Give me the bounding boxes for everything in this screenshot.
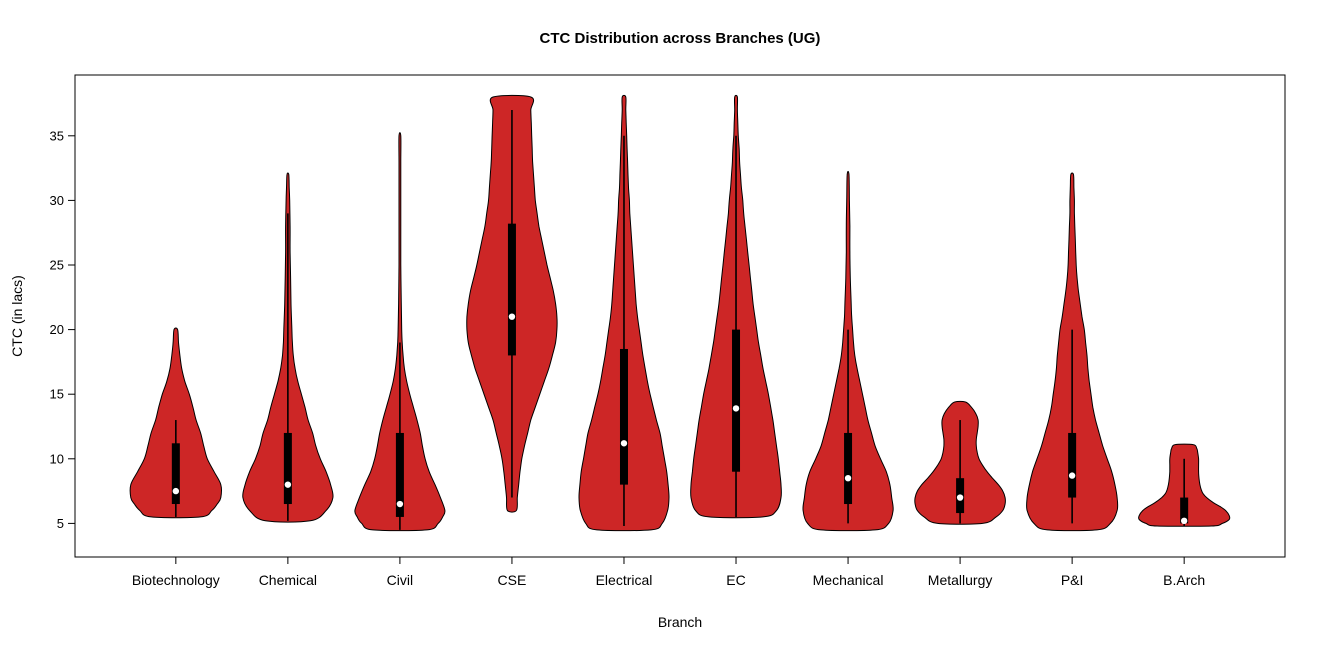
y-tick-label: 10 [50,451,64,466]
median-dot-Metallurgy [956,494,964,501]
iqr-box-EC [732,329,741,472]
y-tick-label: 35 [50,128,64,143]
plot-area: 5 10 15 20 25 30 35 Biotechnology Chemical Civil C… [50,74,1286,588]
iqr-box-P&I [1068,432,1077,498]
median-dot-Biotechnology [172,487,180,495]
category-label: B.Arch [1163,572,1205,588]
y-tick-label: 20 [50,322,64,337]
iqr-box-Biotechnology [171,443,180,505]
category-label: Electrical [596,572,653,588]
iqr-box-Chemical [283,432,292,505]
median-dot-Mechanical [844,474,852,482]
y-axis-label: CTC (in lacs) [9,275,25,357]
y-tick-label: 25 [50,258,64,273]
plot-border [74,74,1286,558]
category-label: Metallurgy [928,572,993,588]
category-label: CSE [498,572,527,588]
iqr-box-Mechanical [844,432,853,505]
category-label: Civil [387,572,413,588]
category-label: Biotechnology [132,572,220,588]
median-dot-P&I [1068,472,1076,479]
x-axis-label: Branch [658,614,702,630]
iqr-box-Civil [395,432,404,517]
iqr-box-CSE [507,223,516,356]
category-label: Chemical [259,572,317,588]
iqr-box-Electrical [619,348,628,485]
median-dot-EC [732,405,740,412]
category-label: P&I [1061,572,1084,588]
chart-title: CTC Distribution across Branches (UG) [540,30,821,47]
y-tick-label: 30 [50,193,64,208]
median-dot-Chemical [284,481,292,488]
median-dot-B.Arch [1180,517,1188,525]
category-label: EC [726,572,745,588]
category-label: Mechanical [813,572,884,588]
median-dot-Electrical [620,440,628,447]
median-dot-CSE [508,313,516,320]
y-tick-label: 15 [50,387,64,402]
median-dot-Civil [396,500,404,508]
y-tick-label: 5 [57,516,64,531]
iqr-box-B.Arch [1180,497,1189,524]
violin-Civil [354,132,446,532]
